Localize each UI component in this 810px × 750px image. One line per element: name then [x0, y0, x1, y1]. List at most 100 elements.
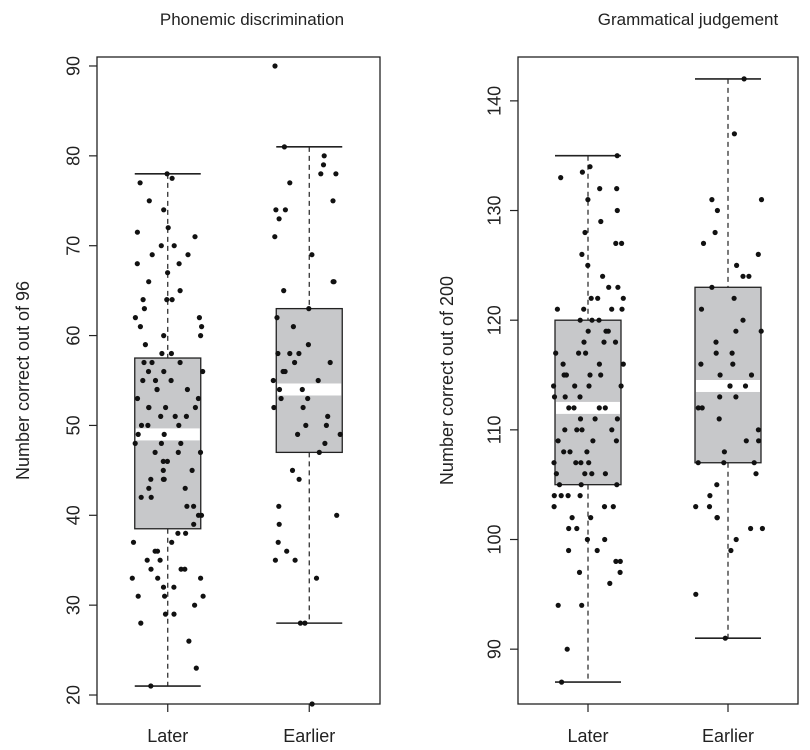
data-point	[132, 315, 138, 321]
data-point	[617, 569, 623, 576]
data-point	[615, 284, 621, 290]
data-point	[582, 471, 588, 477]
data-point	[566, 547, 572, 554]
data-point	[184, 386, 190, 393]
data-point	[731, 295, 737, 301]
data-point	[613, 558, 619, 565]
data-point	[579, 251, 585, 257]
data-point	[331, 279, 337, 285]
data-point	[610, 504, 616, 510]
data-point	[200, 368, 206, 375]
data-point	[595, 295, 601, 301]
data-point	[586, 460, 592, 466]
data-point	[145, 368, 152, 375]
data-point	[306, 306, 312, 312]
x-tick-label: Later	[147, 726, 188, 746]
data-point	[142, 342, 148, 348]
y-tick-label: 50	[64, 415, 84, 435]
data-point	[148, 566, 154, 572]
data-point	[578, 460, 584, 466]
data-point	[198, 333, 204, 339]
data-point	[728, 547, 734, 554]
data-point	[598, 372, 604, 378]
data-point	[613, 240, 619, 246]
data-point	[162, 593, 168, 599]
data-point	[276, 386, 283, 393]
data-point	[154, 386, 160, 393]
data-point	[276, 503, 282, 509]
data-point	[134, 229, 140, 235]
data-point	[755, 251, 761, 257]
data-point	[567, 449, 573, 455]
data-point	[713, 350, 719, 356]
y-axis-title: Number correct out of 96	[13, 281, 33, 480]
data-point	[160, 458, 166, 464]
data-point	[160, 476, 166, 482]
data-point	[178, 566, 184, 572]
data-point	[565, 493, 571, 499]
data-point	[695, 405, 701, 411]
data-point	[614, 416, 621, 422]
data-point	[758, 197, 765, 203]
data-point	[198, 575, 204, 581]
data-point	[700, 240, 707, 246]
data-point	[581, 339, 587, 345]
y-tick-label: 110	[485, 415, 505, 444]
y-tick-label: 30	[64, 595, 84, 615]
data-point	[613, 438, 620, 444]
data-point	[323, 422, 329, 428]
data-point	[292, 359, 298, 366]
y-tick-label: 20	[64, 685, 84, 705]
data-point	[716, 416, 722, 422]
data-point	[751, 460, 757, 466]
data-point	[698, 306, 705, 312]
data-point	[596, 361, 603, 367]
data-point	[272, 557, 278, 563]
data-point	[171, 584, 177, 590]
data-point	[158, 243, 164, 249]
data-point	[275, 539, 281, 545]
data-point	[614, 153, 620, 159]
data-point	[196, 315, 202, 321]
data-point	[579, 427, 585, 433]
data-point	[178, 440, 184, 446]
data-point	[742, 383, 749, 389]
data-point	[594, 547, 600, 554]
data-point	[281, 288, 287, 294]
data-point	[157, 557, 163, 563]
data-point	[290, 324, 296, 330]
data-point	[184, 503, 190, 509]
data-point	[748, 372, 755, 378]
data-point	[182, 485, 188, 491]
data-point	[602, 536, 608, 543]
data-point	[620, 361, 626, 367]
data-point	[614, 482, 620, 488]
data-point	[733, 328, 739, 334]
y-tick-label: 130	[485, 196, 505, 226]
data-point	[577, 317, 583, 323]
data-point	[609, 427, 615, 433]
data-point	[620, 295, 626, 301]
data-point	[714, 207, 721, 214]
data-point	[275, 350, 281, 357]
data-point	[160, 467, 166, 473]
data-point	[172, 413, 178, 419]
data-point	[555, 602, 561, 608]
data-point	[271, 404, 277, 411]
data-point	[758, 328, 764, 334]
data-point	[551, 394, 558, 400]
data-point	[141, 359, 147, 366]
data-point	[189, 467, 195, 473]
data-point	[138, 620, 144, 626]
data-point	[274, 315, 280, 321]
data-point	[619, 306, 625, 312]
data-point	[571, 405, 577, 411]
data-point	[148, 476, 154, 482]
data-point	[159, 350, 165, 357]
data-point	[158, 413, 164, 419]
data-point	[289, 467, 296, 473]
data-point	[171, 611, 177, 617]
data-point	[579, 602, 585, 608]
data-point	[337, 431, 343, 437]
data-point	[572, 383, 578, 389]
